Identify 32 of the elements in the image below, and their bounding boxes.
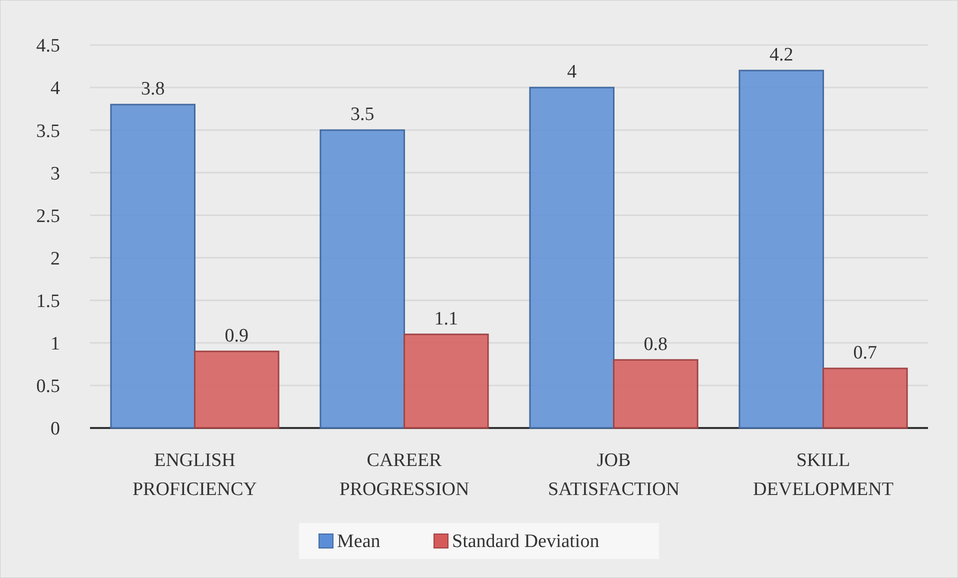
data-label: 1.1 (434, 308, 458, 330)
legend-label: Mean (337, 531, 381, 552)
data-label: 0.8 (644, 334, 668, 355)
data-label: 4 (567, 62, 578, 83)
y-tick-label: 3 (50, 163, 60, 184)
data-label: 0.7 (853, 342, 878, 364)
data-label: 4.2 (769, 44, 794, 66)
y-tick-label: 4 (50, 78, 60, 100)
y-tick-label: 0.5 (36, 376, 60, 398)
bar (110, 104, 196, 429)
bar (194, 350, 280, 429)
y-tick-label: 1.5 (36, 290, 60, 312)
bar (822, 368, 908, 429)
legend-label: Standard Deviation (452, 531, 600, 552)
y-tick-label: 2 (50, 248, 60, 270)
bar (404, 334, 489, 429)
x-tick-label: CAREER PROGRESSION (339, 450, 470, 500)
x-tick-label: JOB SATISFACTION (548, 450, 680, 500)
y-tick-label: 3.5 (36, 120, 60, 142)
y-tick-label: 2.5 (36, 206, 60, 227)
x-tick-label: ENGLISH PROFICIENCY (132, 450, 258, 500)
y-tick-label: 1 (50, 334, 60, 355)
data-label: 3.8 (140, 78, 165, 100)
data-label: 3.5 (350, 104, 374, 126)
x-tick-label: SKILL DEVELOPMENT (753, 450, 894, 500)
bar (613, 359, 698, 429)
data-label: 0.9 (224, 325, 249, 346)
y-tick-label: 0 (50, 418, 60, 440)
bar (529, 86, 614, 429)
y-tick-label: 4.5 (36, 36, 60, 57)
bar (738, 70, 824, 429)
bar (320, 129, 405, 429)
